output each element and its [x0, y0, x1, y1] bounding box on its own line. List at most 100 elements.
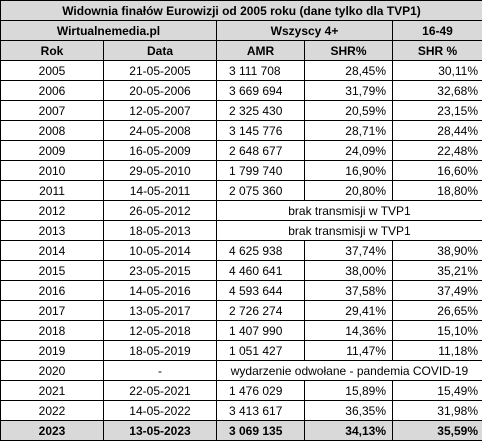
cell-year: 2012: [0, 200, 104, 221]
table-row: 2006 20-05-2006 3 669 694 31,79% 32,68%: [0, 80, 482, 101]
cell-date: 12-05-2007: [103, 100, 217, 121]
title-row: Widownia finałów Eurowizji od 2005 roku …: [0, 0, 482, 21]
cell-shr-all: 31,79%: [304, 80, 393, 101]
cell-note: brak transmisji w TVP1: [216, 220, 482, 241]
cell-year: 2009: [0, 140, 104, 161]
cell-shr-age: 11,18%: [392, 340, 482, 361]
cell-amr: 4 625 938: [216, 240, 305, 261]
cell-amr: 3 111 708: [216, 60, 305, 81]
cell-year: 2010: [0, 160, 104, 181]
table-row: 2013 18-05-2013 brak transmisji w TVP1: [0, 220, 482, 241]
header-shr-all: SHR%: [304, 40, 393, 61]
table-title: Widownia finałów Eurowizji od 2005 roku …: [0, 0, 482, 21]
cell-amr: 2 075 360: [216, 180, 305, 201]
table-row: 2009 16-05-2009 2 648 677 24,09% 22,48%: [0, 140, 482, 161]
cell-date: 14-05-2011: [103, 180, 217, 201]
cell-year: 2005: [0, 60, 104, 81]
cell-shr-age: 37,49%: [392, 280, 482, 301]
table-row: 2007 12-05-2007 2 325 430 20,59% 23,15%: [0, 100, 482, 121]
cell-shr-age: 30,11%: [392, 60, 482, 81]
cell-shr-age: 16,60%: [392, 160, 482, 181]
group-all-label: Wszyscy 4+: [216, 20, 393, 41]
header-amr: AMR: [216, 40, 305, 61]
table-row: 2021 22-05-2021 1 476 029 15,89% 15,49%: [0, 380, 482, 401]
cell-shr-all: 34,13%: [304, 420, 393, 441]
cell-shr-age: 35,59%: [392, 420, 482, 441]
column-header-row: Rok Data AMR SHR% SHR %: [0, 40, 482, 61]
table-row: 2016 14-05-2016 4 593 644 37,58% 37,49%: [0, 280, 482, 301]
cell-amr: 1 051 427: [216, 340, 305, 361]
table-row: 2015 23-05-2015 4 460 641 38,00% 35,21%: [0, 260, 482, 281]
cell-year: 2023: [0, 420, 104, 441]
cell-year: 2020: [0, 360, 104, 381]
cell-year: 2018: [0, 320, 104, 341]
cell-shr-all: 37,74%: [304, 240, 393, 261]
table-row: 2005 21-05-2005 3 111 708 28,45% 30,11%: [0, 60, 482, 81]
cell-year: 2007: [0, 100, 104, 121]
cell-year: 2017: [0, 300, 104, 321]
cell-date: 12-05-2018: [103, 320, 217, 341]
cell-amr: 1 476 029: [216, 380, 305, 401]
table-row: 2017 13-05-2017 2 726 274 29,41% 26,65%: [0, 300, 482, 321]
cell-date: 13-05-2023: [103, 420, 217, 441]
cell-year: 2022: [0, 400, 104, 421]
cell-shr-all: 11,47%: [304, 340, 393, 361]
cell-shr-age: 15,49%: [392, 380, 482, 401]
cell-shr-all: 14,36%: [304, 320, 393, 341]
cell-amr: 4 593 644: [216, 280, 305, 301]
cell-amr: 2 648 677: [216, 140, 305, 161]
cell-amr: 3 145 776: [216, 120, 305, 141]
cell-shr-all: 29,41%: [304, 300, 393, 321]
cell-shr-all: 38,00%: [304, 260, 393, 281]
cell-shr-age: 35,21%: [392, 260, 482, 281]
cell-date: 10-05-2014: [103, 240, 217, 261]
cell-shr-age: 26,65%: [392, 300, 482, 321]
cell-shr-age: 15,10%: [392, 320, 482, 341]
cell-shr-all: 16,90%: [304, 160, 393, 181]
cell-shr-all: 37,58%: [304, 280, 393, 301]
header-year: Rok: [0, 40, 104, 61]
cell-shr-all: 28,45%: [304, 60, 393, 81]
table-row: 2019 18-05-2019 1 051 427 11,47% 11,18%: [0, 340, 482, 361]
cell-date: -: [103, 360, 217, 381]
table-row: 2014 10-05-2014 4 625 938 37,74% 38,90%: [0, 240, 482, 261]
cell-date: 24-05-2008: [103, 120, 217, 141]
cell-amr: 3 413 617: [216, 400, 305, 421]
cell-shr-all: 20,59%: [304, 100, 393, 121]
cell-date: 26-05-2012: [103, 200, 217, 221]
table-row: 2008 24-05-2008 3 145 776 28,71% 28,44%: [0, 120, 482, 141]
table-row: 2012 26-05-2012 brak transmisji w TVP1: [0, 200, 482, 221]
header-date: Data: [103, 40, 217, 61]
table-row: 2020- wydarzenie odwołane - pandemia COVI…: [0, 360, 482, 381]
cell-year: 2021: [0, 380, 104, 401]
cell-date: 29-05-2010: [103, 160, 217, 181]
cell-date: 13-05-2017: [103, 300, 217, 321]
table-row: 2018 12-05-2018 1 407 990 14,36% 15,10%: [0, 320, 482, 341]
cell-year: 2014: [0, 240, 104, 261]
cell-date: 23-05-2015: [103, 260, 217, 281]
table-row: 2011 14-05-2011 2 075 360 20,80% 18,80%: [0, 180, 482, 201]
cell-shr-age: 28,44%: [392, 120, 482, 141]
cell-date: 18-05-2019: [103, 340, 217, 361]
cell-shr-all: 28,71%: [304, 120, 393, 141]
cell-amr: 2 726 274: [216, 300, 305, 321]
group-age-label: 16-49: [392, 20, 482, 41]
cell-date: 16-05-2009: [103, 140, 217, 161]
cell-shr-age: 31,98%: [392, 400, 482, 421]
cell-year: 2019: [0, 340, 104, 361]
cell-shr-all: 24,09%: [304, 140, 393, 161]
table-row: 2023 13-05-2023 3 069 135 34,13% 35,59%: [0, 420, 482, 441]
cell-date: 18-05-2013: [103, 220, 217, 241]
cell-year: 2015: [0, 260, 104, 281]
cell-shr-age: 32,68%: [392, 80, 482, 101]
cell-year: 2016: [0, 280, 104, 301]
cell-year: 2013: [0, 220, 104, 241]
cell-year: 2006: [0, 80, 104, 101]
table-row: 2010 29-05-2010 1 799 740 16,90% 16,60%: [0, 160, 482, 181]
cell-date: 14-05-2022: [103, 400, 217, 421]
source-label: Wirtualnemedia.pl: [0, 20, 217, 41]
cell-note: brak transmisji w TVP1: [216, 200, 482, 221]
cell-shr-age: 18,80%: [392, 180, 482, 201]
